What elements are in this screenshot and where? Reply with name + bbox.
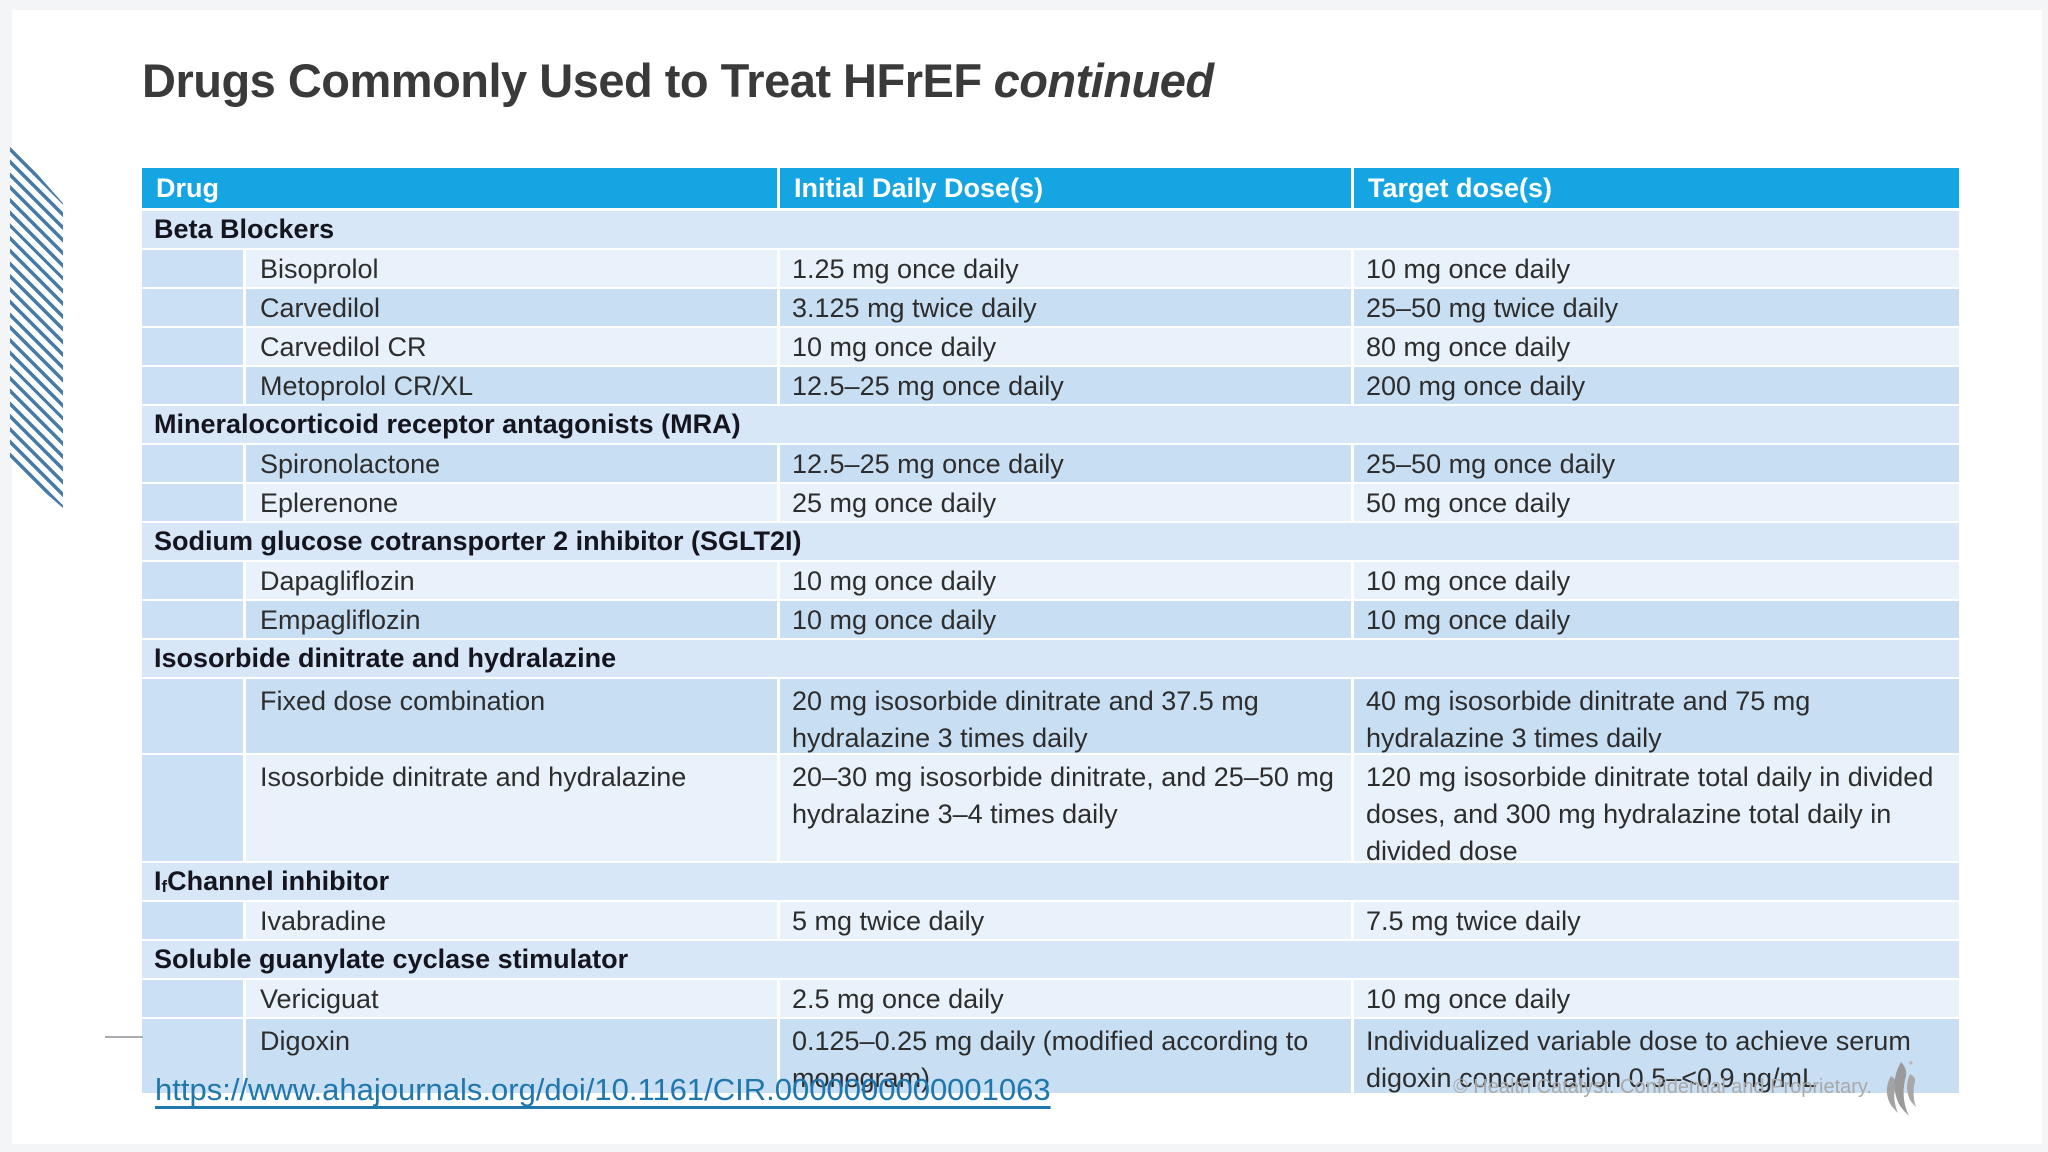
table-row-eplerenone: Eplerenone 25 mg once daily 50 mg once d… <box>142 484 1959 521</box>
drug-dosing-table: Drug Initial Daily Dose(s) Target dose(s… <box>142 168 1959 1095</box>
table-row-metoprolol-cr-xl: Metoprolol CR/XL 12.5–25 mg once daily 2… <box>142 367 1959 404</box>
section-label-subscript: f <box>161 876 168 896</box>
initial-dose-cell: 12.5–25 mg once daily <box>780 367 1354 404</box>
target-dose-cell: 25–50 mg once daily <box>1354 445 1959 482</box>
indent-cell <box>142 980 246 1017</box>
diagonal-stripes-decoration <box>10 143 63 508</box>
initial-dose-cell: 2.5 mg once daily <box>780 980 1354 1017</box>
section-row-isosorbide: Isosorbide dinitrate and hydralazine <box>142 640 1959 677</box>
section-row-sglt2i: Sodium glucose cotransporter 2 inhibitor… <box>142 523 1959 560</box>
table-row-ivabradine: Ivabradine 5 mg twice daily 7.5 mg twice… <box>142 902 1959 939</box>
target-dose-cell: 80 mg once daily <box>1354 328 1959 365</box>
section-label: Isosorbide dinitrate and hydralazine <box>154 643 617 673</box>
copyright-text: © Health Catalyst. Confidential and Prop… <box>1452 1076 1872 1098</box>
initial-dose-cell: 0.125–0.25 mg daily (modified according … <box>780 1019 1354 1093</box>
table-row-spironolactone: Spironolactone 12.5–25 mg once daily 25–… <box>142 445 1959 482</box>
header-cell-target-dose: Target dose(s) <box>1354 168 1959 208</box>
table-row-vericiguat: Vericiguat 2.5 mg once daily 10 mg once … <box>142 980 1959 1017</box>
table-row-dapagliflozin: Dapagliflozin 10 mg once daily 10 mg onc… <box>142 562 1959 599</box>
target-dose-cell: 120 mg isosorbide dinitrate total daily … <box>1354 755 1959 866</box>
indent-cell <box>142 601 246 638</box>
drug-name-cell: Carvedilol <box>246 289 780 326</box>
initial-dose-cell: 3.125 mg twice daily <box>780 289 1354 326</box>
indent-cell <box>142 755 246 861</box>
drug-name-cell: Vericiguat <box>246 980 780 1017</box>
initial-dose-cell: 20–30 mg isosorbide dinitrate, and 25–50… <box>780 755 1354 861</box>
table-header-row: Drug Initial Daily Dose(s) Target dose(s… <box>142 168 1959 208</box>
health-catalyst-flame-icon <box>1886 1061 1916 1116</box>
screen-edge-top <box>0 0 2048 10</box>
section-row-beta-blockers: Beta Blockers <box>142 211 1959 248</box>
page-title-continued: continued <box>993 54 1215 107</box>
initial-dose-cell: 10 mg once daily <box>780 562 1354 599</box>
target-dose-cell: 7.5 mg twice daily <box>1354 902 1959 939</box>
drug-name-cell: Isosorbide dinitrate and hydralazine <box>246 755 780 861</box>
indent-cell <box>142 679 246 753</box>
target-dose-cell: 40 mg isosorbide dinitrate and 75 mg hyd… <box>1354 679 1959 753</box>
section-label: Soluble guanylate cyclase stimulator <box>154 944 629 974</box>
table-row-isosorbide-dinitrate-hydralazine: Isosorbide dinitrate and hydralazine 20–… <box>142 755 1959 866</box>
initial-dose-cell: 10 mg once daily <box>780 328 1354 365</box>
header-cell-drug: Drug <box>142 168 780 208</box>
table-row-carvedilol: Carvedilol 3.125 mg twice daily 25–50 mg… <box>142 289 1959 326</box>
drug-name-cell: Empagliflozin <box>246 601 780 638</box>
table-row-fixed-dose-combination: Fixed dose combination 20 mg isosorbide … <box>142 679 1959 753</box>
drug-name-cell: Ivabradine <box>246 902 780 939</box>
indent-cell <box>142 1019 246 1093</box>
indent-cell <box>142 367 246 404</box>
section-row-soluble-guanylate: Soluble guanylate cyclase stimulator <box>142 941 1959 978</box>
section-row-mra: Mineralocorticoid receptor antagonists (… <box>142 406 1959 443</box>
drug-name-cell: Carvedilol CR <box>246 328 780 365</box>
drug-name-cell: Fixed dose combination <box>246 679 780 753</box>
page-title: Drugs Commonly Used to Treat HFrEF contin… <box>142 52 1214 110</box>
indent-cell <box>142 445 246 482</box>
section-label: Mineralocorticoid receptor antagonists (… <box>154 409 741 439</box>
section-label: Sodium glucose cotransporter 2 inhibitor… <box>154 526 802 556</box>
section-label-pre: I <box>154 866 162 896</box>
screen-edge-bottom <box>0 1144 2048 1152</box>
indent-cell <box>142 902 246 939</box>
header-cell-initial-dose: Initial Daily Dose(s) <box>780 168 1354 208</box>
drug-name-cell: Dapagliflozin <box>246 562 780 599</box>
target-dose-cell: 25–50 mg twice daily <box>1354 289 1959 326</box>
table-row-carvedilol-cr: Carvedilol CR 10 mg once daily 80 mg onc… <box>142 328 1959 365</box>
table-row-empagliflozin: Empagliflozin 10 mg once daily 10 mg onc… <box>142 601 1959 638</box>
indent-cell <box>142 562 246 599</box>
target-dose-cell: 50 mg once daily <box>1354 484 1959 521</box>
initial-dose-cell: 20 mg isosorbide dinitrate and 37.5 mg h… <box>780 679 1354 753</box>
target-dose-cell: 10 mg once daily <box>1354 250 1959 287</box>
indent-cell <box>142 328 246 365</box>
screen-edge-left <box>0 0 12 1152</box>
source-link[interactable]: https://www.ahajournals.org/doi/10.1161/… <box>155 1072 1051 1107</box>
initial-dose-cell: 1.25 mg once daily <box>780 250 1354 287</box>
page-title-main: Drugs Commonly Used to Treat HFrEF <box>142 54 982 107</box>
target-dose-cell: 10 mg once daily <box>1354 980 1959 1017</box>
target-dose-cell: 10 mg once daily <box>1354 562 1959 599</box>
indent-cell <box>142 289 246 326</box>
section-label: Beta Blockers <box>154 214 335 244</box>
initial-dose-cell: 25 mg once daily <box>780 484 1354 521</box>
drug-name-cell: Eplerenone <box>246 484 780 521</box>
target-dose-cell: 200 mg once daily <box>1354 367 1959 404</box>
target-dose-cell: Individualized variable dose to achieve … <box>1354 1019 1959 1093</box>
initial-dose-cell: 10 mg once daily <box>780 601 1354 638</box>
drug-name-cell: Metoprolol CR/XL <box>246 367 780 404</box>
table-row-digoxin: Digoxin 0.125–0.25 mg daily (modified ac… <box>142 1019 1959 1093</box>
initial-dose-cell: 5 mg twice daily <box>780 902 1354 939</box>
screen-edge-right <box>2042 0 2048 1152</box>
drug-name-cell: Digoxin <box>246 1019 780 1093</box>
stray-divider-line <box>105 1036 143 1038</box>
section-label-rest: Channel inhibitor <box>167 866 390 896</box>
indent-cell <box>142 484 246 521</box>
drug-name-cell: Spironolactone <box>246 445 780 482</box>
table-row-bisoprolol: Bisoprolol 1.25 mg once daily 10 mg once… <box>142 250 1959 287</box>
drug-name-cell: Bisoprolol <box>246 250 780 287</box>
target-dose-cell: 10 mg once daily <box>1354 601 1959 638</box>
indent-cell <box>142 250 246 287</box>
initial-dose-cell: 12.5–25 mg once daily <box>780 445 1354 482</box>
